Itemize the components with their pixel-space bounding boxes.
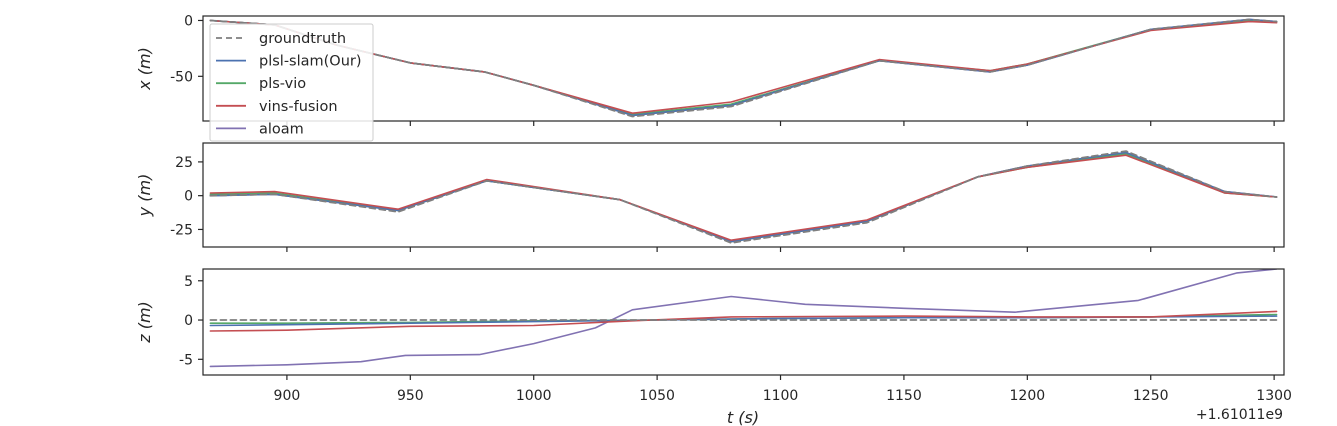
legend-label: aloam bbox=[259, 121, 304, 137]
x-tick-label: 1100 bbox=[763, 388, 799, 404]
y-tick-label: 25 bbox=[175, 155, 193, 171]
legend-label: pls-vio bbox=[259, 76, 306, 92]
y-tick-label: 5 bbox=[184, 274, 193, 290]
x-tick-label: 1150 bbox=[886, 388, 922, 404]
series-line-plsl-slam-our bbox=[209, 151, 1278, 243]
panels: 0 -50 x (m) 25 0 -25 y (m) 5 0 -5 900 950 1000 1050 11… bbox=[135, 13, 1292, 404]
y-tick-label: 0 bbox=[184, 313, 193, 329]
legend-label: plsl-slam(Our) bbox=[259, 54, 362, 70]
x-tick-label: 1050 bbox=[639, 388, 675, 404]
series-line-pls-vio bbox=[209, 153, 1278, 243]
series-line-vins-fusion bbox=[209, 154, 1278, 241]
series-line-vins-fusion bbox=[209, 310, 1278, 332]
y-tick-label: 0 bbox=[184, 189, 193, 205]
x-tick-label: 1000 bbox=[516, 388, 552, 404]
legend-item: groundtruth bbox=[216, 31, 346, 47]
legend: groundtruth plsl-slam(Our) pls-vio vins-fus… bbox=[209, 23, 374, 142]
y-axis-label: x (m) bbox=[135, 47, 154, 91]
x-tick-label: 1250 bbox=[1133, 388, 1169, 404]
y-tick-label: 0 bbox=[184, 13, 193, 29]
x-tick-label: 1300 bbox=[1256, 388, 1292, 404]
series-line-aloam bbox=[209, 151, 1278, 243]
panel-3-series bbox=[209, 269, 1278, 368]
panel-2-frame bbox=[202, 142, 1285, 248]
x-axis-label: t (s) bbox=[727, 408, 759, 426]
y-tick-label: -25 bbox=[170, 222, 193, 238]
legend-label: groundtruth bbox=[259, 31, 346, 47]
y-axis-label: y (m) bbox=[135, 174, 154, 218]
panel-3-frame bbox=[202, 268, 1285, 376]
legend-frame bbox=[209, 23, 374, 142]
series-line-aloam bbox=[209, 269, 1278, 368]
panel-3: 5 0 -5 900 950 1000 1050 1100 1150 1200 1250 1300 z … bbox=[135, 268, 1292, 404]
y-tick-label: -50 bbox=[170, 69, 193, 85]
y-tick-label: -5 bbox=[179, 352, 193, 368]
panel-2: 25 0 -25 y (m) bbox=[135, 142, 1285, 252]
legend-item: aloam bbox=[216, 121, 304, 137]
x-axis: t (s) +1.61011e9 bbox=[727, 407, 1283, 426]
x-tick-label: 1200 bbox=[1010, 388, 1046, 404]
panel-1-frame bbox=[202, 15, 1285, 122]
legend-item: pls-vio bbox=[216, 76, 306, 92]
legend-item: vins-fusion bbox=[216, 99, 338, 115]
panel-2-series bbox=[209, 150, 1278, 244]
series-line-groundtruth bbox=[209, 150, 1278, 244]
legend-label: vins-fusion bbox=[259, 99, 338, 115]
legend-item: plsl-slam(Our) bbox=[216, 54, 362, 70]
y-axis-label: z (m) bbox=[135, 301, 154, 344]
x-offset-label: +1.61011e9 bbox=[1196, 407, 1283, 423]
x-tick-label: 950 bbox=[397, 388, 424, 404]
x-tick-label: 900 bbox=[274, 388, 301, 404]
